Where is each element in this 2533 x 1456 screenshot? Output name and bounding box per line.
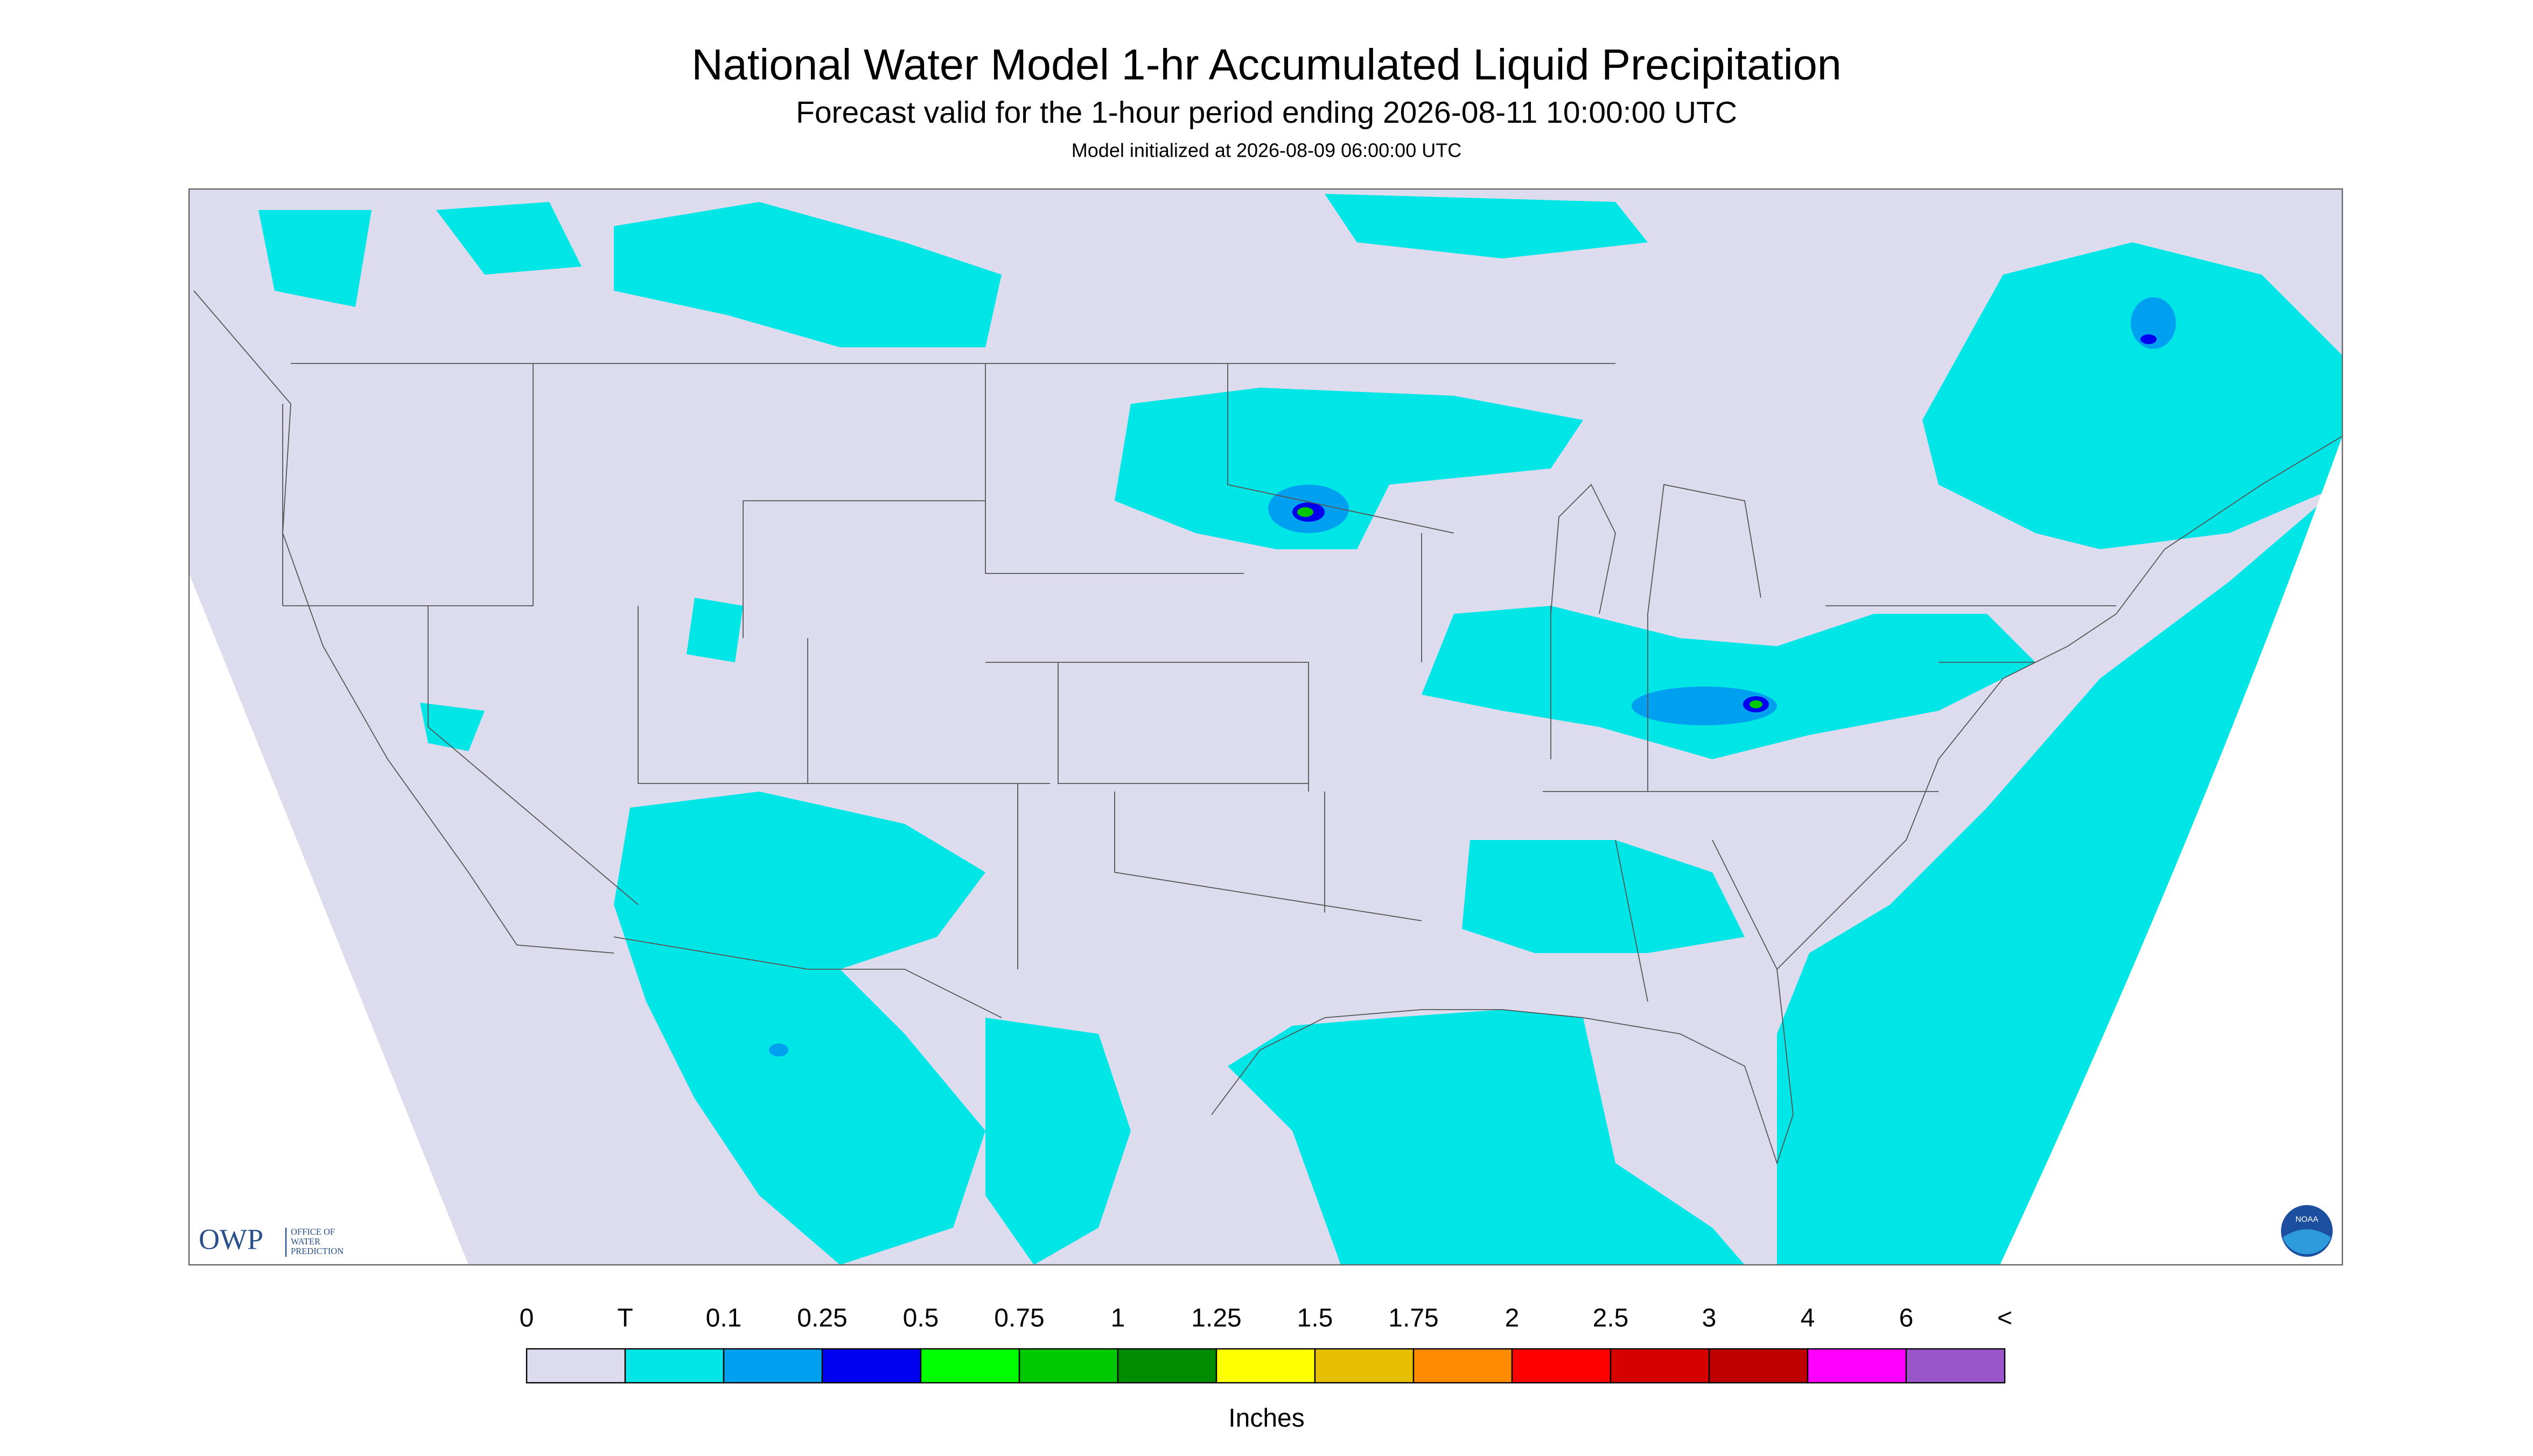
projection-edge-left — [189, 573, 468, 1265]
legend-label: 0.1 — [706, 1304, 742, 1333]
legend-label: 3 — [1702, 1304, 1717, 1333]
legend-swatch — [1215, 1348, 1316, 1384]
map: OWP OFFICE OF WATER PREDICTION NOAA — [188, 188, 2343, 1266]
subtitle: Forecast valid for the 1-hour period end… — [796, 95, 1737, 130]
legend-label: 0 — [520, 1304, 534, 1333]
heavier-precip — [769, 297, 2176, 1057]
noaa-logo-wave — [2283, 1229, 2331, 1255]
legend-label: 6 — [1899, 1304, 1914, 1333]
legend-label: T — [617, 1304, 633, 1333]
boundaries — [193, 290, 2342, 1165]
legend-label: 0.25 — [797, 1304, 847, 1333]
legend-swatch — [1610, 1348, 1710, 1384]
noaa-logo-text: NOAA — [2296, 1215, 2319, 1224]
legend-swatch — [1905, 1348, 2006, 1384]
legend: 0 T 0.1 0.25 0.5 0.75 1 1.25 1.5 1.75 2 2.5 3 4 6 < — [520, 1304, 2012, 1384]
legend-unit: Inches — [1228, 1404, 1304, 1433]
legend-swatch — [1117, 1348, 1217, 1384]
legend-label: 1.75 — [1388, 1304, 1438, 1333]
legend-swatch — [821, 1348, 922, 1384]
legend-swatch — [723, 1348, 823, 1384]
legend-label: 1.5 — [1297, 1304, 1333, 1333]
projection-edge-right — [2000, 436, 2342, 1265]
legend-swatch — [1708, 1348, 1809, 1384]
legend-swatch — [920, 1348, 1020, 1384]
legend-swatch — [624, 1348, 725, 1384]
map-frame — [188, 188, 2343, 1266]
title: National Water Model 1-hr Accumulated Li… — [691, 40, 1842, 89]
legend-swatch — [1412, 1348, 1513, 1384]
owp-logo-line: PREDICTION — [291, 1246, 344, 1256]
legend-label: < — [1997, 1304, 2012, 1333]
legend-label: 2 — [1505, 1304, 1520, 1333]
legend-label: 0.75 — [994, 1304, 1044, 1333]
legend-label: 4 — [1801, 1304, 1815, 1333]
legend-swatch — [1807, 1348, 1907, 1384]
legend-label: 2.5 — [1593, 1304, 1629, 1333]
legend-label: 0.5 — [903, 1304, 939, 1333]
legend-swatch — [1018, 1348, 1119, 1384]
owp-logo-line: WATER — [291, 1236, 320, 1247]
owp-logo: OWP — [199, 1223, 263, 1255]
legend-swatch — [1314, 1348, 1415, 1384]
legend-label: 1.25 — [1191, 1304, 1241, 1333]
legend-label: 1 — [1111, 1304, 1125, 1333]
legend-swatch — [526, 1348, 626, 1384]
owp-logo-line: OFFICE OF — [291, 1227, 335, 1237]
init-time: Model initialized at 2026-08-09 06:00:00… — [1072, 139, 1461, 162]
legend-swatch — [1511, 1348, 1612, 1384]
